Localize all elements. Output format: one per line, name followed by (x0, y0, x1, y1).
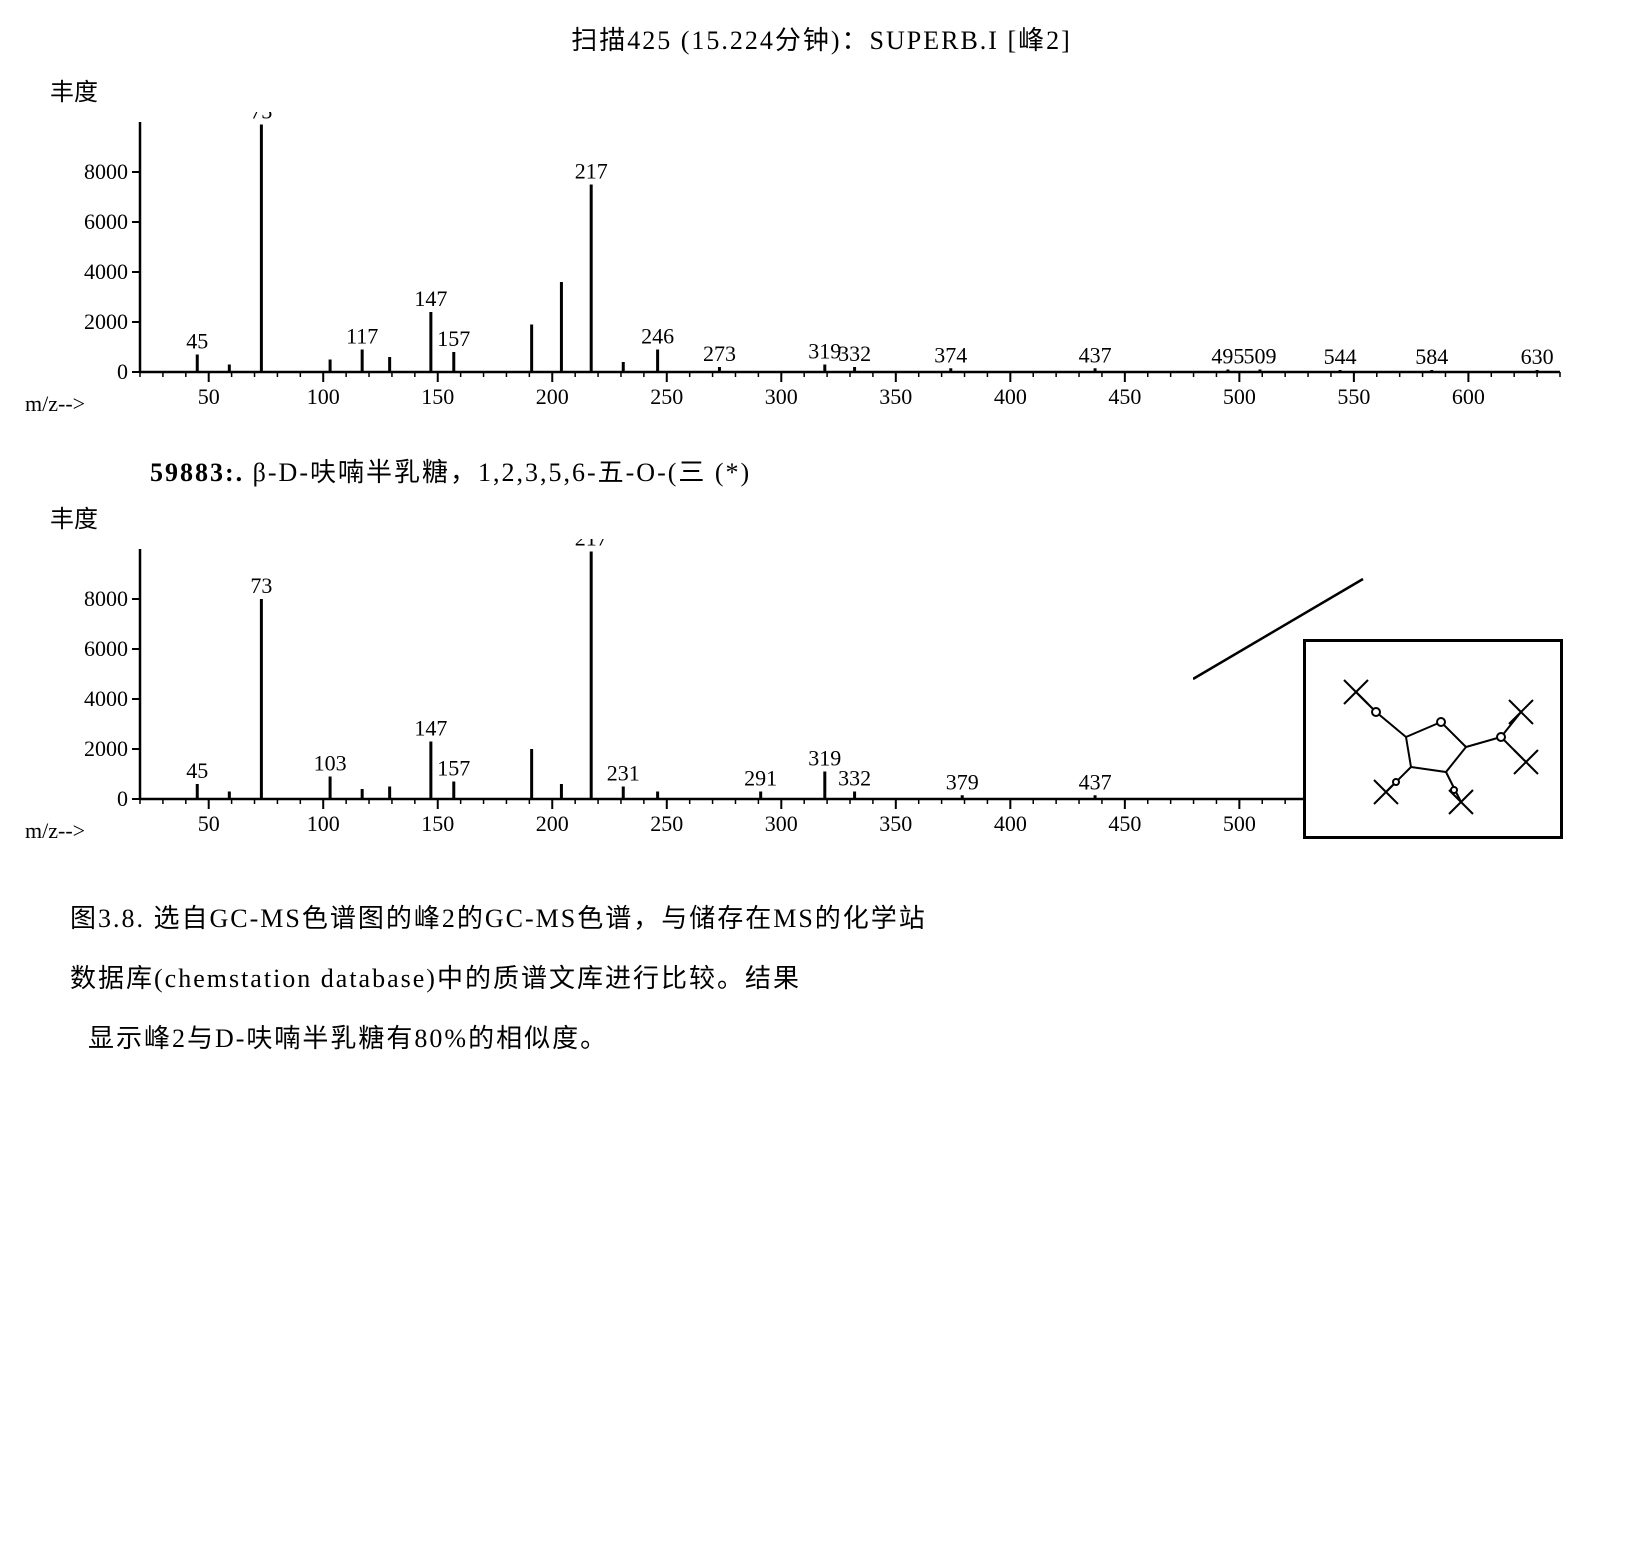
svg-text:600: 600 (1452, 384, 1485, 409)
svg-text:4000: 4000 (84, 686, 128, 711)
chart2-xlabel: m/z--> (25, 818, 85, 844)
svg-text:8000: 8000 (84, 159, 128, 184)
svg-text:400: 400 (994, 384, 1027, 409)
caption-line3: 显示峰2与D-呋喃半乳糖有80%的相似度。 (88, 1009, 1623, 1069)
chart2-area: 0 2000 4000 6000 8000 50 100 150 200 250 300 350 400… (40, 539, 1623, 849)
svg-text:73: 73 (250, 573, 272, 598)
svg-text:217: 217 (575, 159, 608, 184)
svg-text:246: 246 (641, 324, 674, 349)
svg-text:544: 544 (1324, 344, 1357, 369)
svg-text:400: 400 (994, 811, 1027, 836)
svg-text:8000: 8000 (84, 586, 128, 611)
chart1-svg: 0 2000 4000 6000 8000 50 100 150 200 250 300 350 400… (40, 112, 1580, 422)
svg-text:350: 350 (879, 384, 912, 409)
svg-text:147: 147 (414, 286, 447, 311)
svg-text:231: 231 (607, 761, 640, 786)
svg-text:50: 50 (198, 384, 220, 409)
figure-caption: 图3.8. 选自GC-MS色谱图的峰2的GC-MS色谱，与储存在MS的化学站 数… (70, 889, 1623, 1068)
svg-text:150: 150 (421, 384, 454, 409)
chart1-area: 0 2000 4000 6000 8000 50 100 150 200 250 300 350 400… (40, 112, 1623, 422)
svg-text:300: 300 (765, 811, 798, 836)
svg-text:319: 319 (808, 339, 841, 364)
svg-text:450: 450 (1108, 384, 1141, 409)
svg-text:45: 45 (186, 329, 208, 354)
svg-text:509: 509 (1243, 344, 1276, 369)
svg-text:374: 374 (934, 342, 967, 367)
chart2-ylabel: 丰度 (50, 499, 1623, 534)
svg-text:437: 437 (1079, 769, 1112, 794)
svg-text:350: 350 (879, 811, 912, 836)
svg-text:2000: 2000 (84, 736, 128, 761)
structure-diagram-box (1303, 639, 1563, 839)
svg-text:4000: 4000 (84, 259, 128, 284)
svg-text:319: 319 (808, 746, 841, 771)
svg-text:100: 100 (307, 384, 340, 409)
caption-line1: 图3.8. 选自GC-MS色谱图的峰2的GC-MS色谱，与储存在MS的化学站 (70, 889, 1623, 949)
svg-text:50: 50 (198, 811, 220, 836)
svg-text:495: 495 (1211, 344, 1244, 369)
svg-text:550: 550 (1337, 384, 1370, 409)
svg-text:437: 437 (1079, 342, 1112, 367)
svg-text:157: 157 (437, 756, 470, 781)
chart2-subtitle-id: 59883:. (150, 458, 244, 487)
svg-text:117: 117 (346, 324, 378, 349)
chart1-xlabel: m/z--> (25, 391, 85, 417)
svg-text:250: 250 (650, 811, 683, 836)
svg-text:630: 630 (1521, 344, 1554, 369)
svg-text:217: 217 (575, 539, 608, 551)
svg-text:6000: 6000 (84, 209, 128, 234)
chart1-ylabel: 丰度 (50, 72, 1623, 107)
molecule-structure-icon (1306, 642, 1560, 836)
svg-text:73: 73 (250, 112, 272, 124)
svg-text:300: 300 (765, 384, 798, 409)
svg-text:250: 250 (650, 384, 683, 409)
chart1-title: 扫描425 (15.224分钟)：SUPERB.I [峰2] (20, 20, 1623, 57)
svg-text:332: 332 (838, 766, 871, 791)
svg-text:273: 273 (703, 341, 736, 366)
svg-text:6000: 6000 (84, 636, 128, 661)
svg-text:150: 150 (421, 811, 454, 836)
svg-text:103: 103 (314, 751, 347, 776)
svg-text:0: 0 (117, 359, 128, 384)
svg-text:157: 157 (437, 326, 470, 351)
chart2-subtitle: 59883:. β-D-呋喃半乳糖，1,2,3,5,6-五-O-(三 (*) (150, 452, 1623, 489)
caption-line2: 数据库(chemstation database)中的质谱文库进行比较。结果 (70, 949, 1623, 1009)
svg-text:2000: 2000 (84, 309, 128, 334)
svg-text:500: 500 (1223, 384, 1256, 409)
svg-text:0: 0 (117, 786, 128, 811)
chart2-subtitle-name: β-D-呋喃半乳糖，1,2,3,5,6-五-O-(三 (*) (253, 458, 752, 487)
svg-text:584: 584 (1415, 344, 1448, 369)
svg-text:332: 332 (838, 341, 871, 366)
svg-text:450: 450 (1108, 811, 1141, 836)
svg-text:100: 100 (307, 811, 340, 836)
svg-text:200: 200 (536, 811, 569, 836)
svg-text:200: 200 (536, 384, 569, 409)
svg-text:379: 379 (946, 769, 979, 794)
svg-text:291: 291 (744, 766, 777, 791)
svg-text:147: 147 (414, 716, 447, 741)
svg-text:500: 500 (1223, 811, 1256, 836)
svg-text:45: 45 (186, 758, 208, 783)
